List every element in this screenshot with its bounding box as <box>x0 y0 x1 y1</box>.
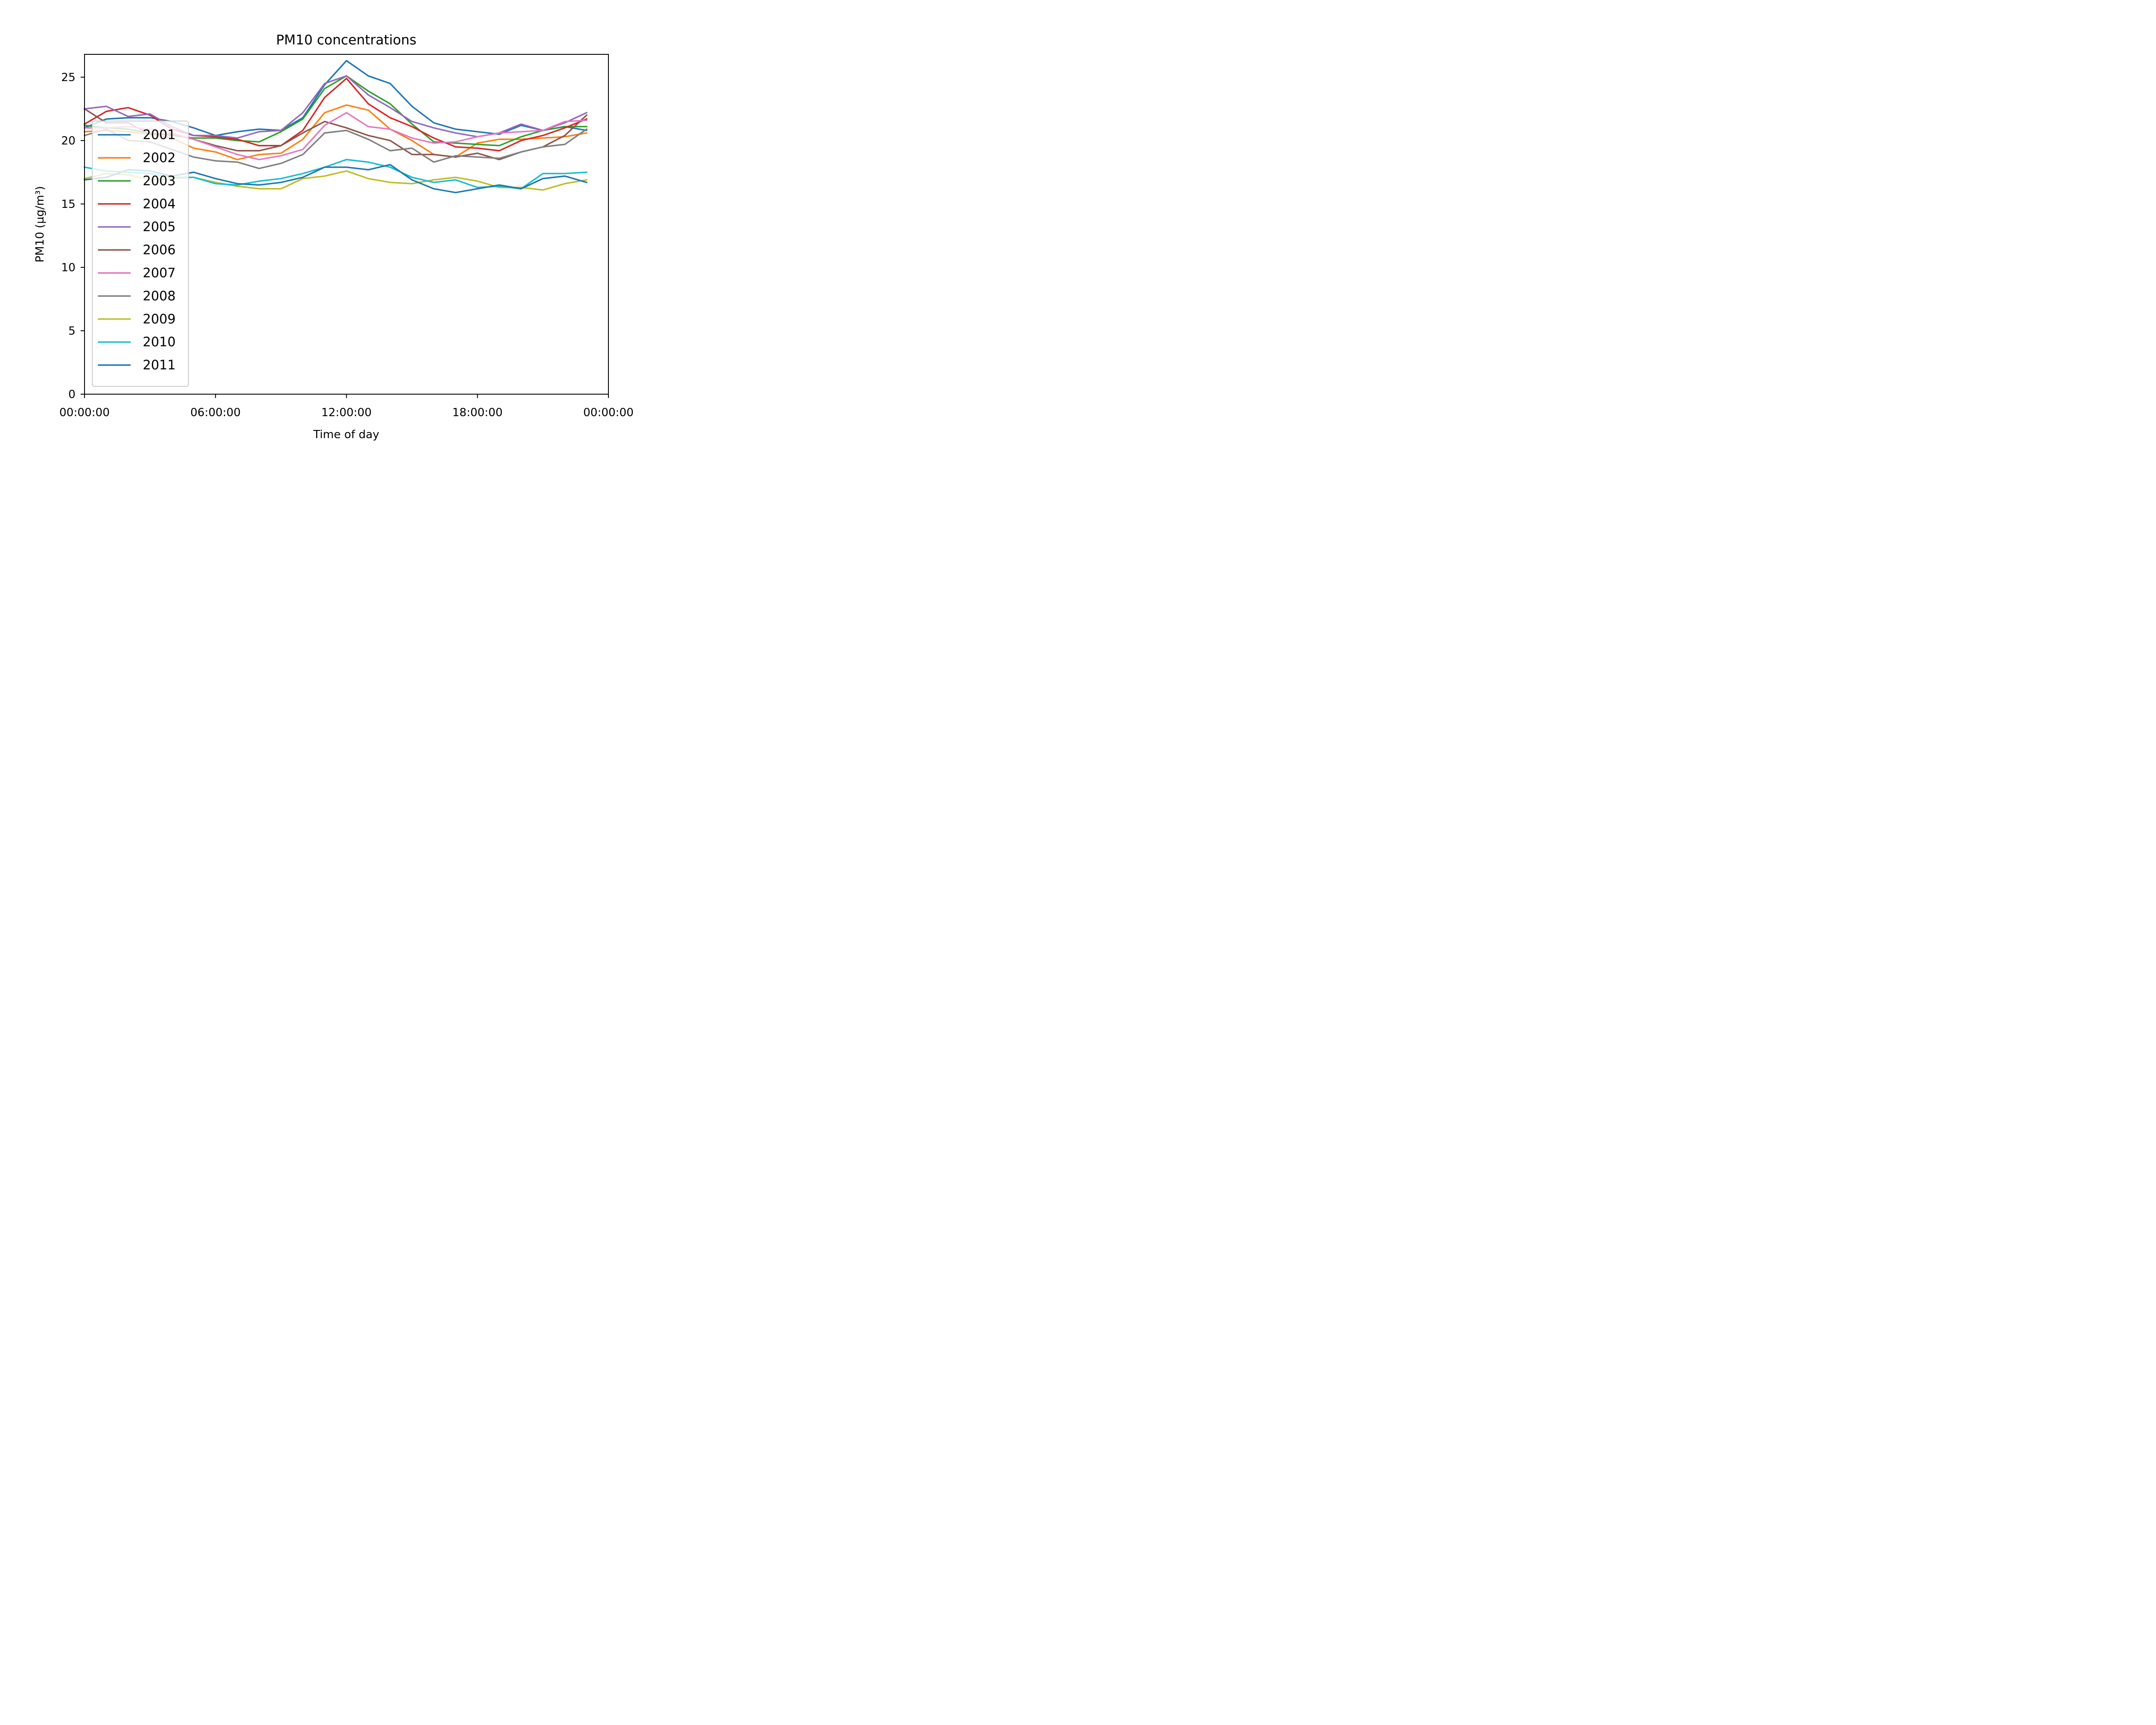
legend: 2001 2002 2003 2004 2005 2006 2007 2008 2009 2010… <box>92 120 189 387</box>
legend-label-2007: 2007 <box>143 266 175 281</box>
legend-label-2005: 2005 <box>143 220 175 235</box>
y-tick-label: 10 <box>61 261 75 274</box>
legend-label-2001: 2001 <box>143 128 175 143</box>
x-tick-label: 06:00:00 <box>190 406 241 419</box>
legend-label-2003: 2003 <box>143 173 175 188</box>
legend-label-2011: 2011 <box>143 358 175 373</box>
chart-title: PM10 concentrations <box>276 32 417 48</box>
legend-label-2009: 2009 <box>143 312 175 327</box>
y-axis: 0 5 10 15 20 25 <box>61 71 85 401</box>
y-tick-label: 0 <box>68 388 75 401</box>
y-tick-label: 20 <box>61 135 75 147</box>
y-tick-label: 5 <box>68 325 75 338</box>
legend-label-2008: 2008 <box>143 289 175 304</box>
legend-label-2010: 2010 <box>143 335 175 350</box>
y-tick-label: 25 <box>61 71 75 84</box>
x-tick-label: 00:00:00 <box>583 406 634 419</box>
legend-label-2002: 2002 <box>143 151 175 166</box>
y-axis-label: PM10 (µg/m³) <box>34 186 47 262</box>
legend-label-2006: 2006 <box>143 243 175 258</box>
legend-label-2004: 2004 <box>143 197 175 212</box>
x-tick-label: 18:00:00 <box>452 406 503 419</box>
legend-box <box>92 120 189 387</box>
y-tick-label: 15 <box>61 198 75 211</box>
pm10-line-chart: PM10 concentrations 00:00:00 06:00:00 12:0… <box>0 0 667 452</box>
x-tick-label: 00:00:00 <box>60 406 110 419</box>
x-axis-label: Time of day <box>313 428 379 441</box>
x-tick-label: 12:00:00 <box>321 406 372 419</box>
x-axis: 00:00:00 06:00:00 12:00:00 18:00:00 00:00:00 <box>60 394 634 419</box>
